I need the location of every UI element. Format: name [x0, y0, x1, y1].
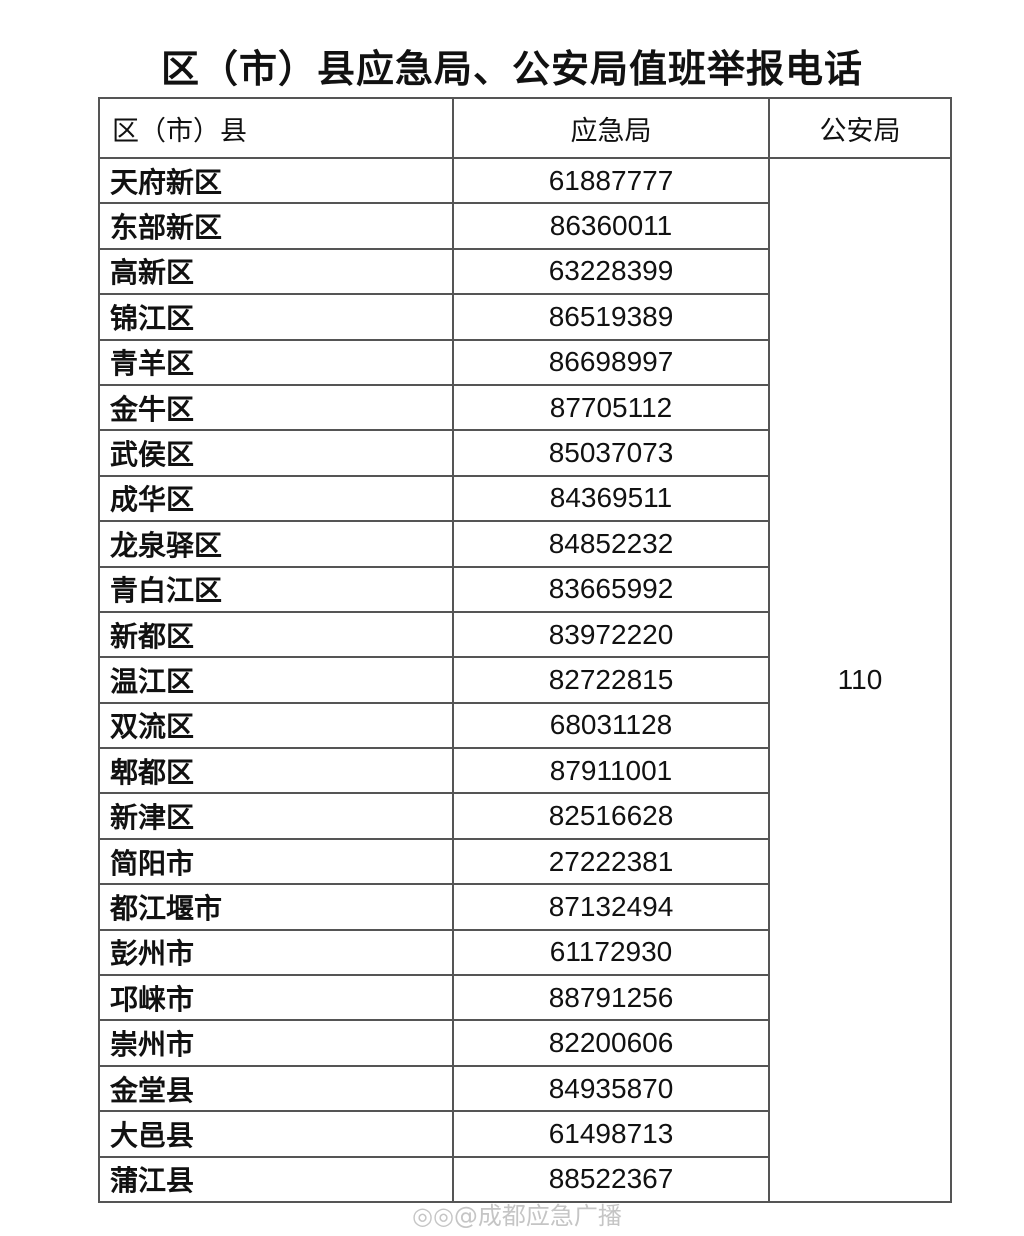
table-row: 温江区 82722815	[98, 656, 951, 704]
district-name: 成华区	[98, 474, 454, 523]
emergency-number: 87911001	[452, 747, 770, 795]
hotline-table: 区（市）县 应急局 公安局 天府新区 61887777 110 东部新区 8636001…	[98, 97, 952, 1203]
emergency-number: 88522367	[452, 1155, 770, 1203]
watermark-text: @成都应急广播	[453, 1202, 622, 1230]
emergency-number: 84935870	[452, 1064, 770, 1113]
district-name: 崇州市	[98, 1019, 454, 1067]
table-row: 金堂县 84935870	[98, 1064, 951, 1113]
emergency-number: 82516628	[452, 792, 770, 840]
district-name: 金牛区	[98, 383, 454, 432]
district-name: 金堂县	[98, 1064, 454, 1113]
emergency-number: 61172930	[452, 928, 770, 977]
district-name: 青白江区	[98, 565, 454, 613]
table-row: 天府新区 61887777 110	[98, 156, 952, 1203]
district-name: 郫都区	[98, 747, 454, 795]
table-row: 龙泉驿区 84852232	[98, 520, 951, 568]
district-name: 东部新区	[98, 202, 454, 250]
district-name: 高新区	[98, 247, 454, 296]
table-row: 邛崃市 88791256	[98, 974, 951, 1022]
weibo-icon: ◎◎	[412, 1202, 454, 1230]
table-header-row: 区（市）县 应急局 公安局	[98, 97, 952, 159]
table-row: 高新区 63228399	[98, 247, 951, 296]
district-name: 邛崃市	[98, 974, 454, 1022]
table-row: 金牛区 87705112	[98, 383, 951, 432]
district-name: 天府新区	[98, 156, 454, 205]
emergency-number: 85037073	[452, 429, 770, 477]
district-name: 新都区	[98, 610, 454, 659]
district-name: 简阳市	[98, 837, 454, 886]
emergency-number: 87705112	[452, 383, 770, 432]
emergency-number: 82200606	[452, 1019, 770, 1067]
header-police: 公安局	[768, 97, 952, 159]
emergency-number: 84852232	[452, 520, 770, 568]
district-name: 都江堰市	[98, 883, 454, 931]
table-row: 崇州市 82200606	[98, 1019, 951, 1067]
police-number: 110	[768, 157, 952, 1203]
table-row: 新都区 83972220	[98, 610, 951, 659]
district-name: 双流区	[98, 701, 454, 750]
table-row: 双流区 68031128	[98, 701, 951, 750]
table-row: 都江堰市 87132494	[98, 883, 951, 931]
emergency-number: 86519389	[452, 293, 770, 341]
table-row: 青羊区 86698997	[98, 338, 951, 386]
district-name: 大邑县	[98, 1110, 454, 1158]
table-row: 武侯区 85037073	[98, 429, 951, 477]
header-emergency: 应急局	[452, 97, 770, 159]
district-name: 龙泉驿区	[98, 520, 454, 568]
emergency-number: 84369511	[452, 474, 770, 523]
emergency-number: 27222381	[452, 837, 770, 886]
emergency-number: 87132494	[452, 883, 770, 931]
emergency-number: 86360011	[452, 202, 770, 250]
emergency-number: 61887777	[452, 156, 770, 205]
emergency-number: 88791256	[452, 974, 770, 1022]
emergency-number: 82722815	[452, 656, 770, 704]
district-name: 武侯区	[98, 429, 454, 477]
weibo-watermark: ◎◎@成都应急广播	[412, 1196, 622, 1231]
district-name: 锦江区	[98, 293, 454, 341]
district-name: 温江区	[98, 656, 454, 704]
district-name: 新津区	[98, 792, 454, 840]
emergency-number: 86698997	[452, 338, 770, 386]
table-row: 蒲江县 88522367	[98, 1155, 951, 1203]
header-district: 区（市）县	[98, 97, 454, 159]
district-name: 青羊区	[98, 338, 454, 386]
emergency-number: 83972220	[452, 610, 770, 659]
table-row: 郫都区 87911001	[98, 747, 951, 795]
table-row: 大邑县 61498713	[98, 1110, 951, 1158]
table-row: 锦江区 86519389	[98, 293, 951, 341]
table-row: 彭州市 61172930	[98, 928, 951, 977]
emergency-number: 63228399	[452, 247, 770, 296]
table-row: 东部新区 86360011	[98, 202, 951, 250]
page-title: 区（市）县应急局、公安局值班举报电话	[160, 47, 863, 91]
emergency-number: 68031128	[452, 701, 770, 750]
table-row: 成华区 84369511	[98, 474, 951, 523]
table-row: 青白江区 83665992	[98, 565, 951, 613]
table-row: 简阳市 27222381	[98, 837, 951, 886]
emergency-number: 61498713	[452, 1110, 770, 1158]
emergency-number: 83665992	[452, 565, 770, 613]
district-name: 彭州市	[98, 928, 454, 977]
table-row: 新津区 82516628	[98, 792, 951, 840]
district-name: 蒲江县	[98, 1155, 454, 1203]
